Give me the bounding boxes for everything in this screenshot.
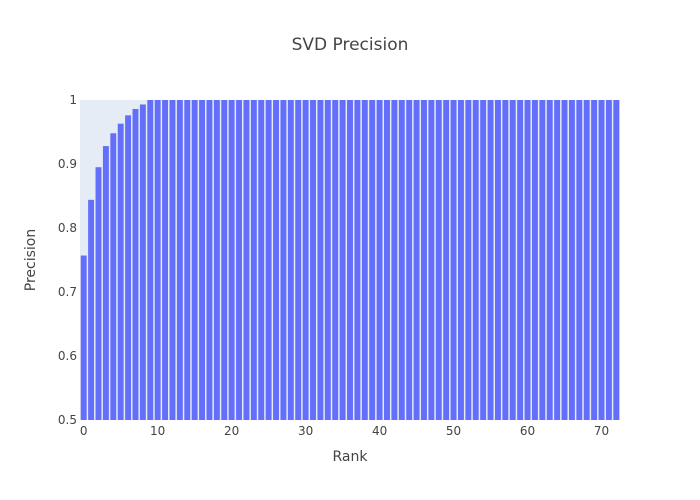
bar-rank-18 — [213, 100, 220, 420]
bar-rank-24 — [258, 100, 265, 420]
bar-rank-2 — [95, 167, 102, 420]
bar-rank-47 — [428, 100, 435, 420]
bar-rank-12 — [169, 100, 176, 420]
bar-rank-20 — [228, 100, 235, 420]
bars-group — [80, 100, 620, 421]
bar-rank-53 — [472, 100, 479, 420]
bar-rank-41 — [384, 100, 390, 420]
bar-rank-14 — [184, 100, 191, 420]
y-tick-label: 0.7 — [58, 285, 77, 299]
bar-rank-70 — [598, 100, 605, 420]
y-tick-label: 0.6 — [58, 349, 77, 363]
bar-rank-5 — [117, 123, 124, 421]
bar-rank-33 — [324, 100, 331, 420]
bar-rank-27 — [280, 100, 287, 420]
bar-rank-15 — [191, 100, 198, 420]
bar-rank-66 — [568, 100, 575, 420]
bar-rank-30 — [302, 100, 309, 420]
bar-rank-10 — [154, 100, 161, 420]
bar-rank-60 — [524, 100, 531, 420]
bar-rank-58 — [509, 100, 516, 420]
bar-rank-0 — [80, 255, 87, 420]
bar-rank-63 — [546, 100, 553, 420]
bar-rank-34 — [332, 100, 339, 420]
bar-rank-57 — [502, 100, 509, 420]
bar-rank-45 — [413, 100, 420, 420]
bar-rank-56 — [494, 100, 501, 420]
y-tick-label: 1 — [69, 93, 77, 107]
bar-rank-29 — [295, 100, 302, 420]
y-tick-label: 0.9 — [58, 157, 77, 171]
x-axis-ticks: 0 10 20 30 40 50 60 70 — [80, 424, 609, 438]
bar-rank-71 — [605, 100, 612, 420]
bar-rank-44 — [406, 100, 413, 420]
bar-rank-19 — [221, 100, 228, 420]
bar-rank-7 — [132, 108, 139, 421]
bar-rank-43 — [398, 100, 405, 420]
bar-rank-52 — [465, 100, 472, 420]
bar-rank-1 — [88, 199, 95, 420]
bar-rank-67 — [576, 100, 583, 420]
bar-rank-31 — [310, 100, 316, 420]
bar-rank-21 — [236, 100, 242, 420]
bar-rank-26 — [273, 100, 279, 420]
bar-rank-38 — [361, 100, 368, 420]
bar-rank-46 — [421, 100, 427, 420]
x-tick-label: 50 — [446, 424, 461, 438]
bar-rank-37 — [354, 100, 361, 420]
bar-rank-17 — [206, 100, 213, 420]
y-axis-ticks: 0.5 0.6 0.7 0.8 0.9 1 — [58, 93, 77, 427]
bar-rank-39 — [369, 100, 376, 420]
bar-rank-49 — [443, 100, 450, 420]
x-tick-label: 30 — [298, 424, 313, 438]
bar-rank-55 — [487, 100, 494, 420]
x-axis-title: Rank — [333, 449, 369, 465]
bar-rank-4 — [110, 133, 117, 420]
x-tick-label: 40 — [372, 424, 387, 438]
y-tick-label: 0.8 — [58, 221, 77, 235]
bar-rank-42 — [391, 100, 398, 420]
bar-rank-22 — [243, 100, 250, 420]
bar-rank-32 — [317, 100, 324, 420]
x-tick-label: 10 — [150, 424, 165, 438]
bar-rank-48 — [435, 100, 442, 420]
bar-rank-65 — [561, 100, 568, 420]
chart-title: SVD Precision — [292, 35, 409, 55]
bar-rank-28 — [287, 100, 294, 420]
bar-rank-36 — [347, 100, 353, 420]
bar-rank-11 — [162, 100, 169, 420]
bar-rank-3 — [102, 146, 109, 420]
x-tick-label: 20 — [224, 424, 239, 438]
bar-rank-6 — [125, 115, 132, 421]
bar-rank-16 — [199, 100, 206, 420]
bar-rank-35 — [339, 100, 346, 420]
bar-rank-25 — [265, 100, 272, 420]
y-axis-title: Precision — [23, 229, 39, 291]
bar-rank-9 — [147, 100, 154, 420]
bar-rank-61 — [531, 100, 538, 420]
bar-rank-62 — [539, 100, 546, 420]
bar-rank-64 — [554, 100, 561, 420]
bar-rank-69 — [591, 100, 598, 420]
bar-rank-23 — [250, 100, 257, 420]
y-tick-label: 0.5 — [58, 413, 77, 427]
bar-rank-54 — [480, 100, 487, 420]
x-tick-label: 70 — [594, 424, 609, 438]
bar-rank-13 — [176, 100, 183, 420]
bar-rank-8 — [139, 104, 146, 420]
bar-rank-59 — [517, 100, 524, 420]
x-tick-label: 60 — [520, 424, 535, 438]
x-tick-label: 0 — [80, 424, 88, 438]
bar-rank-72 — [613, 100, 620, 420]
bar-rank-50 — [450, 100, 457, 420]
bar-rank-51 — [458, 100, 464, 420]
bar-rank-40 — [376, 100, 383, 420]
bar-rank-68 — [583, 100, 590, 420]
